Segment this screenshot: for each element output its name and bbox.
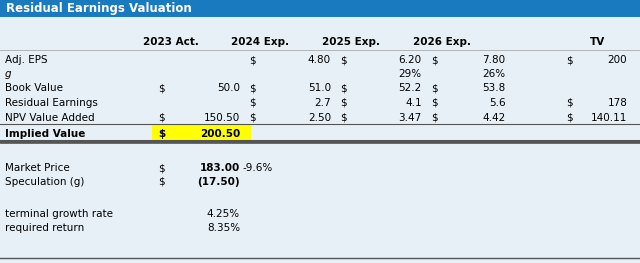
Text: $: $ <box>158 83 164 93</box>
Text: $: $ <box>249 83 255 93</box>
Text: Adj. EPS: Adj. EPS <box>5 55 48 65</box>
Text: TV: TV <box>589 37 605 47</box>
Text: $: $ <box>340 113 346 123</box>
Text: $: $ <box>340 55 346 65</box>
Text: $: $ <box>340 98 346 108</box>
FancyBboxPatch shape <box>152 125 251 140</box>
Text: 178: 178 <box>607 98 627 108</box>
Text: 2024 Exp.: 2024 Exp. <box>231 37 289 47</box>
Text: 183.00: 183.00 <box>200 163 240 173</box>
Text: 4.1: 4.1 <box>405 98 422 108</box>
Text: 2023 Act.: 2023 Act. <box>143 37 198 47</box>
Text: $: $ <box>340 83 346 93</box>
Text: $: $ <box>249 98 255 108</box>
Text: 50.0: 50.0 <box>217 83 240 93</box>
Text: Residual Earnings Valuation: Residual Earnings Valuation <box>6 2 192 15</box>
Text: $: $ <box>431 113 437 123</box>
Text: $: $ <box>431 83 437 93</box>
Text: required return: required return <box>5 223 84 233</box>
Text: $: $ <box>566 55 572 65</box>
Text: $: $ <box>431 55 437 65</box>
Text: NPV Value Added: NPV Value Added <box>5 113 95 123</box>
Text: Implied Value: Implied Value <box>5 129 86 139</box>
Text: Residual Earnings: Residual Earnings <box>5 98 98 108</box>
Text: 140.11: 140.11 <box>591 113 627 123</box>
Text: $: $ <box>566 98 572 108</box>
Text: $: $ <box>158 163 164 173</box>
Text: Book Value: Book Value <box>5 83 63 93</box>
Text: $: $ <box>158 129 165 139</box>
Text: $: $ <box>566 113 572 123</box>
Text: 150.50: 150.50 <box>204 113 240 123</box>
Text: 29%: 29% <box>399 69 422 79</box>
FancyBboxPatch shape <box>0 0 640 17</box>
Text: $: $ <box>158 177 164 187</box>
Text: 8.35%: 8.35% <box>207 223 240 233</box>
Text: $: $ <box>431 98 437 108</box>
Text: g: g <box>5 69 12 79</box>
Text: 51.0: 51.0 <box>308 83 331 93</box>
Text: 5.6: 5.6 <box>489 98 506 108</box>
Text: 52.2: 52.2 <box>399 83 422 93</box>
Text: 200.50: 200.50 <box>200 129 240 139</box>
Text: 3.47: 3.47 <box>399 113 422 123</box>
Text: 53.8: 53.8 <box>483 83 506 93</box>
Text: 200: 200 <box>607 55 627 65</box>
Text: Market Price: Market Price <box>5 163 70 173</box>
Text: 4.25%: 4.25% <box>207 209 240 219</box>
Text: -9.6%: -9.6% <box>243 163 273 173</box>
Text: 2.50: 2.50 <box>308 113 331 123</box>
Text: terminal growth rate: terminal growth rate <box>5 209 113 219</box>
Text: 4.42: 4.42 <box>483 113 506 123</box>
Text: (17.50): (17.50) <box>197 177 240 187</box>
Text: 6.20: 6.20 <box>399 55 422 65</box>
Text: $: $ <box>249 113 255 123</box>
Text: Speculation (g): Speculation (g) <box>5 177 84 187</box>
Text: 2026 Exp.: 2026 Exp. <box>413 37 471 47</box>
Text: $: $ <box>249 55 255 65</box>
Text: 2025 Exp.: 2025 Exp. <box>322 37 380 47</box>
Text: 2.7: 2.7 <box>314 98 331 108</box>
Text: $: $ <box>158 113 164 123</box>
Text: 4.80: 4.80 <box>308 55 331 65</box>
Text: 26%: 26% <box>483 69 506 79</box>
Text: 7.80: 7.80 <box>483 55 506 65</box>
